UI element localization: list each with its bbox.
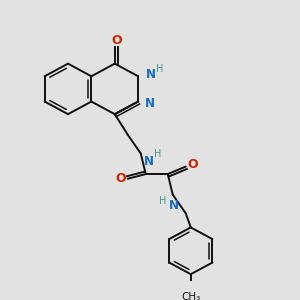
Text: H: H — [156, 64, 164, 74]
Text: CH₃: CH₃ — [181, 292, 200, 300]
Text: N: N — [145, 97, 155, 110]
Text: O: O — [116, 172, 126, 185]
Text: N: N — [146, 68, 156, 81]
Text: N: N — [169, 199, 179, 212]
Text: N: N — [144, 155, 154, 168]
Text: O: O — [111, 34, 122, 47]
Text: H: H — [154, 149, 161, 159]
Text: H: H — [159, 196, 166, 206]
Text: O: O — [188, 158, 198, 171]
